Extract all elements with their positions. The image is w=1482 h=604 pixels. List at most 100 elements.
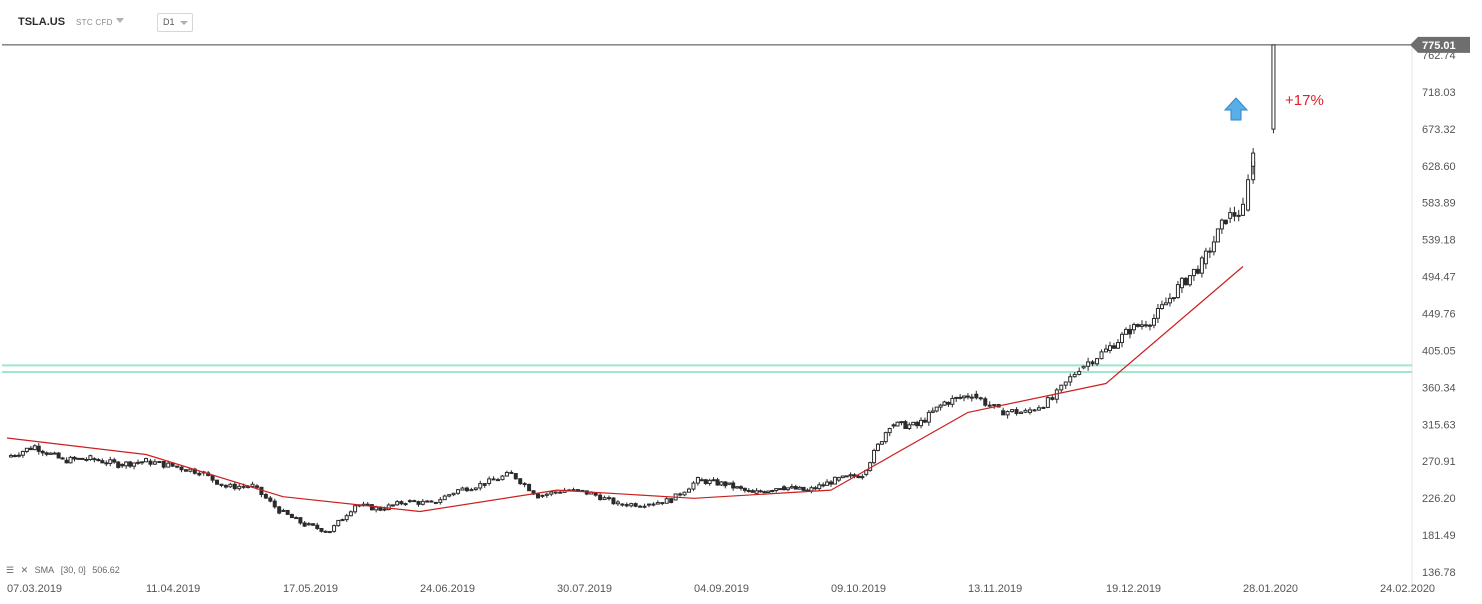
candle [715,477,720,486]
candle-body [1099,351,1104,360]
candle [460,486,465,491]
candle-body [215,479,220,485]
candle [451,492,456,497]
candle [699,477,704,482]
candle-body [1236,214,1241,217]
candle-body [210,475,215,481]
candle [88,454,93,461]
candle-body [1119,333,1124,344]
candle-body [487,478,492,484]
candle-body [926,411,931,423]
candle-body [72,456,77,460]
symbol-label[interactable]: TSLA.US [18,16,66,28]
candle [782,485,787,491]
candle-body [813,487,818,490]
candle [478,480,483,491]
candle-body [1135,324,1140,327]
candle-body [32,445,37,451]
candle [629,502,634,508]
candle-body [152,461,157,465]
candle-body [12,455,17,458]
candle-body [686,488,691,493]
candle [766,490,771,493]
candle-body [620,503,625,506]
candle [429,500,434,503]
candle-body [969,396,974,399]
candle-body [1187,275,1192,286]
candle [289,513,294,519]
candle [642,503,647,509]
candle [1104,344,1108,353]
candle-body [148,460,153,465]
candle-body [782,486,787,491]
candle [108,456,113,467]
x-tick-label: 13.11.2019 [968,583,1022,595]
timeframe-select[interactable]: D1 [157,13,193,32]
candle-body [817,484,822,490]
candle-body [789,486,794,489]
candle [711,477,716,482]
candle [1251,148,1256,175]
candle [797,485,802,490]
candle-body [1139,324,1144,327]
y-tick-label: 718.03 [1422,87,1456,99]
candle [1199,255,1204,278]
candle [860,474,865,480]
candle-body [825,481,830,486]
candle-body [978,397,983,400]
candle [259,486,264,498]
candle [210,475,215,483]
candle [294,516,299,520]
y-tick-label: 583.89 [1422,198,1456,210]
candle-body [1241,203,1245,216]
legend-menu-icon[interactable]: ☰ [6,565,15,575]
candle [1179,276,1184,293]
candle-body [738,486,743,489]
candle [116,461,121,469]
candle-body [116,461,121,468]
x-tick-label: 04.09.2019 [694,583,749,595]
candle-body [298,517,303,524]
candle [223,484,228,489]
candle [703,478,708,485]
candle-body [699,479,704,482]
candle-body [766,490,771,493]
candle-body [1228,212,1233,219]
candle-body [544,493,549,496]
candle [219,483,224,488]
candle [962,395,967,402]
candle [323,530,328,533]
symbol-dropdown-caret-icon[interactable] [116,18,124,23]
candle [1099,349,1104,360]
candle-body [1041,406,1046,409]
candle-body [1219,219,1224,230]
candle-body [340,519,345,522]
candle-body [175,465,180,468]
candle [456,489,461,495]
candle [433,501,438,505]
candle [1119,331,1124,348]
y-tick-label: 315.63 [1422,419,1456,431]
candle-body [715,479,720,486]
candle [298,517,303,525]
candle-body [1045,397,1050,408]
y-tick-label: 181.49 [1422,530,1456,542]
candle [1010,409,1015,413]
candle [1001,407,1006,416]
y-tick-label: 270.91 [1422,456,1456,468]
candle-body [294,517,299,520]
candle-body [678,493,683,496]
candle-body [821,484,826,487]
candle-body [793,486,798,490]
candle-body [868,462,873,471]
candle [92,457,97,463]
candle-body [281,509,286,512]
candle-body [390,504,395,507]
candle-body [124,461,129,467]
candle [825,479,830,486]
candle [974,390,979,400]
candle [473,487,478,491]
legend-close-icon[interactable]: ✕ [20,565,29,575]
candle-body [254,485,259,488]
